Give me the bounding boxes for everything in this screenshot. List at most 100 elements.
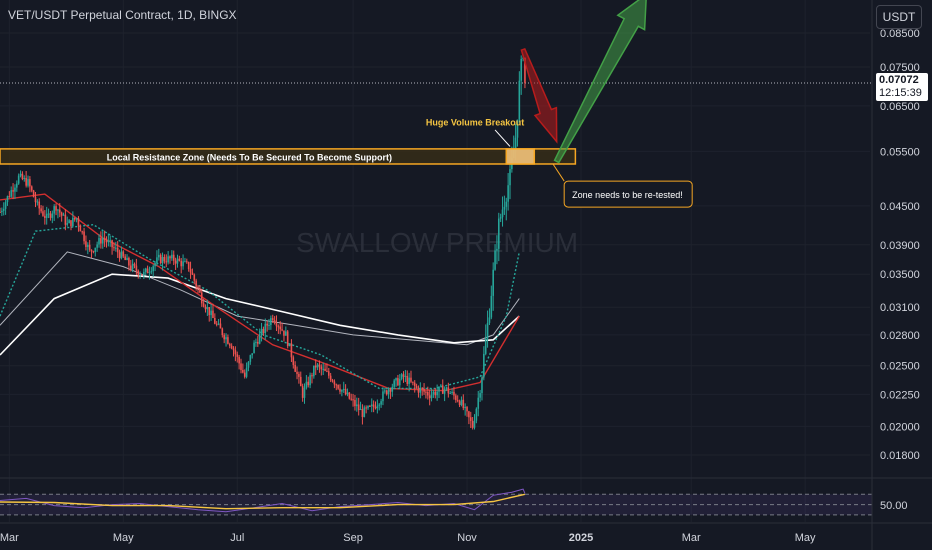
y-tick-label: 0.06500 [880,101,920,113]
candle-body [88,244,91,250]
candle-body [38,201,41,209]
candle-body [348,392,351,399]
candle-body [212,310,214,318]
candle-body [430,394,433,399]
candle-body [518,80,521,120]
candle-body [200,292,203,304]
x-tick-label: 2025 [569,532,593,544]
arrows[interactable] [520,0,647,164]
ma-red-line [0,193,520,392]
candle-body [483,353,485,378]
candle-body [40,208,42,212]
candle-body [6,196,9,203]
y-tick-label: 0.02000 [880,421,920,433]
candle-body [178,258,181,261]
breakout-box[interactable] [505,148,536,165]
candle-body [249,355,252,362]
candle-body [471,420,474,428]
candle-body [524,57,526,83]
candle-body [344,388,347,395]
candle-body [382,391,384,402]
x-axis: Mar May Jul Sep Nov 2025 Mar May [0,522,932,544]
candle-body [85,241,87,247]
candle-body [77,218,80,226]
candle-body [443,388,446,394]
candle-body [408,377,410,384]
currency-button[interactable]: USDT [876,5,922,29]
candle-body [208,307,211,316]
candle-body [193,274,196,281]
candle-body [428,395,431,399]
candle-body [0,212,1,214]
candle-body [415,385,418,388]
y-tick-label: 0.01800 [880,450,920,462]
candle-body [367,405,369,409]
candle-body [492,269,494,296]
candle-body [199,288,201,293]
candle-body [285,331,287,336]
candle-body [163,256,166,262]
candle-body [307,381,310,386]
candle-body [176,258,179,264]
candle-body [51,213,54,218]
candle-body [143,271,145,275]
candle-body [412,381,414,383]
candle-body [219,323,222,329]
green-arrow [553,0,647,164]
candle-body [49,213,52,218]
candle-body [154,262,156,267]
candle-body [4,202,7,209]
candle-body [152,266,154,272]
candle-body [337,384,339,389]
candle-body [146,268,149,274]
resistance-zone-rect[interactable] [0,148,577,165]
candle-body [453,391,455,396]
candle-body [423,389,425,392]
candle-body [339,388,341,392]
candle-body [62,214,65,216]
candle-body [490,295,493,318]
candle-body [44,215,46,218]
candle-body [481,377,483,394]
candle-body [58,209,61,213]
red-arrow [520,47,558,144]
candle-body [124,256,126,260]
candle-body [47,213,50,215]
candle-body [398,378,401,386]
grid [0,0,870,522]
candle-body [45,213,48,218]
x-tick-label: Sep [343,532,363,544]
candle-body [455,395,457,400]
candle-body [464,406,466,409]
candle-body [66,223,69,225]
candle-body [161,256,164,264]
candle-body [187,261,190,270]
candle-body [505,201,508,207]
candle-body [352,399,354,401]
candle-body [404,375,407,377]
candle-body [400,374,403,379]
candle-body [253,342,255,354]
candle-body [189,269,192,273]
candle-body [118,252,121,259]
resistance-zone[interactable]: Local Resistance Zone (Needs To Be Secur… [0,148,577,165]
candle-body [81,231,83,233]
candle-body [309,375,311,386]
candle-body [60,212,63,216]
candle-body [324,368,326,371]
candle-body [144,268,147,272]
candle-body [273,320,276,323]
candle-body [32,190,35,198]
resistance-zone-label: Local Resistance Zone (Needs To Be Secur… [107,152,392,162]
candle-body [417,387,420,393]
candle-body [57,209,59,211]
retest-callout-label: Zone needs to be re-tested! [572,190,683,200]
candle-body [17,175,20,184]
candle-body [103,237,106,241]
candle-body [96,244,98,248]
candle-body [281,329,283,331]
candle-body [75,218,78,220]
candle-body [210,310,212,316]
